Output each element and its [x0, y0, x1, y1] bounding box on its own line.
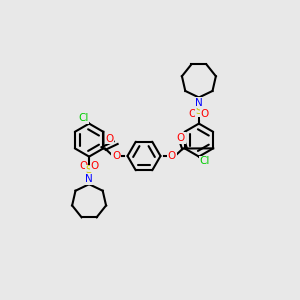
Text: Cl: Cl	[200, 156, 210, 166]
Text: O: O	[189, 109, 197, 119]
Text: S: S	[196, 106, 202, 116]
Text: O: O	[90, 161, 99, 172]
Text: N: N	[85, 174, 93, 184]
Text: O: O	[168, 151, 176, 161]
Text: O: O	[201, 109, 209, 119]
Text: Cl: Cl	[79, 113, 89, 123]
Text: O: O	[177, 133, 185, 143]
Text: O: O	[112, 151, 120, 161]
Text: O: O	[80, 161, 88, 172]
Text: S: S	[86, 165, 92, 175]
Text: O: O	[105, 134, 114, 144]
Text: N: N	[195, 98, 203, 108]
